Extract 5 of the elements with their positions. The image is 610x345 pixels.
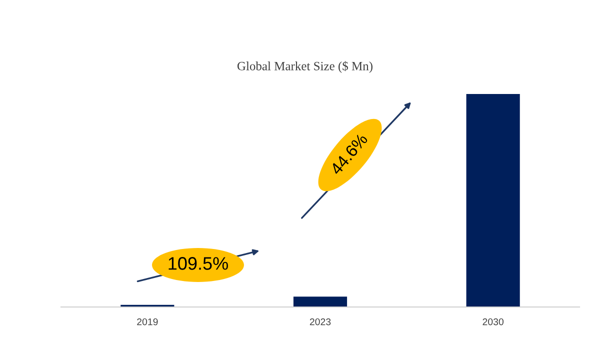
x-tick-label: 2023 xyxy=(310,318,331,326)
x-tick-label: 2030 xyxy=(482,318,504,326)
x-tick-label: 2019 xyxy=(137,318,158,326)
chart-title: Global Market Size ($ Mn) xyxy=(237,61,372,73)
annotation: 109.5% xyxy=(168,257,228,270)
